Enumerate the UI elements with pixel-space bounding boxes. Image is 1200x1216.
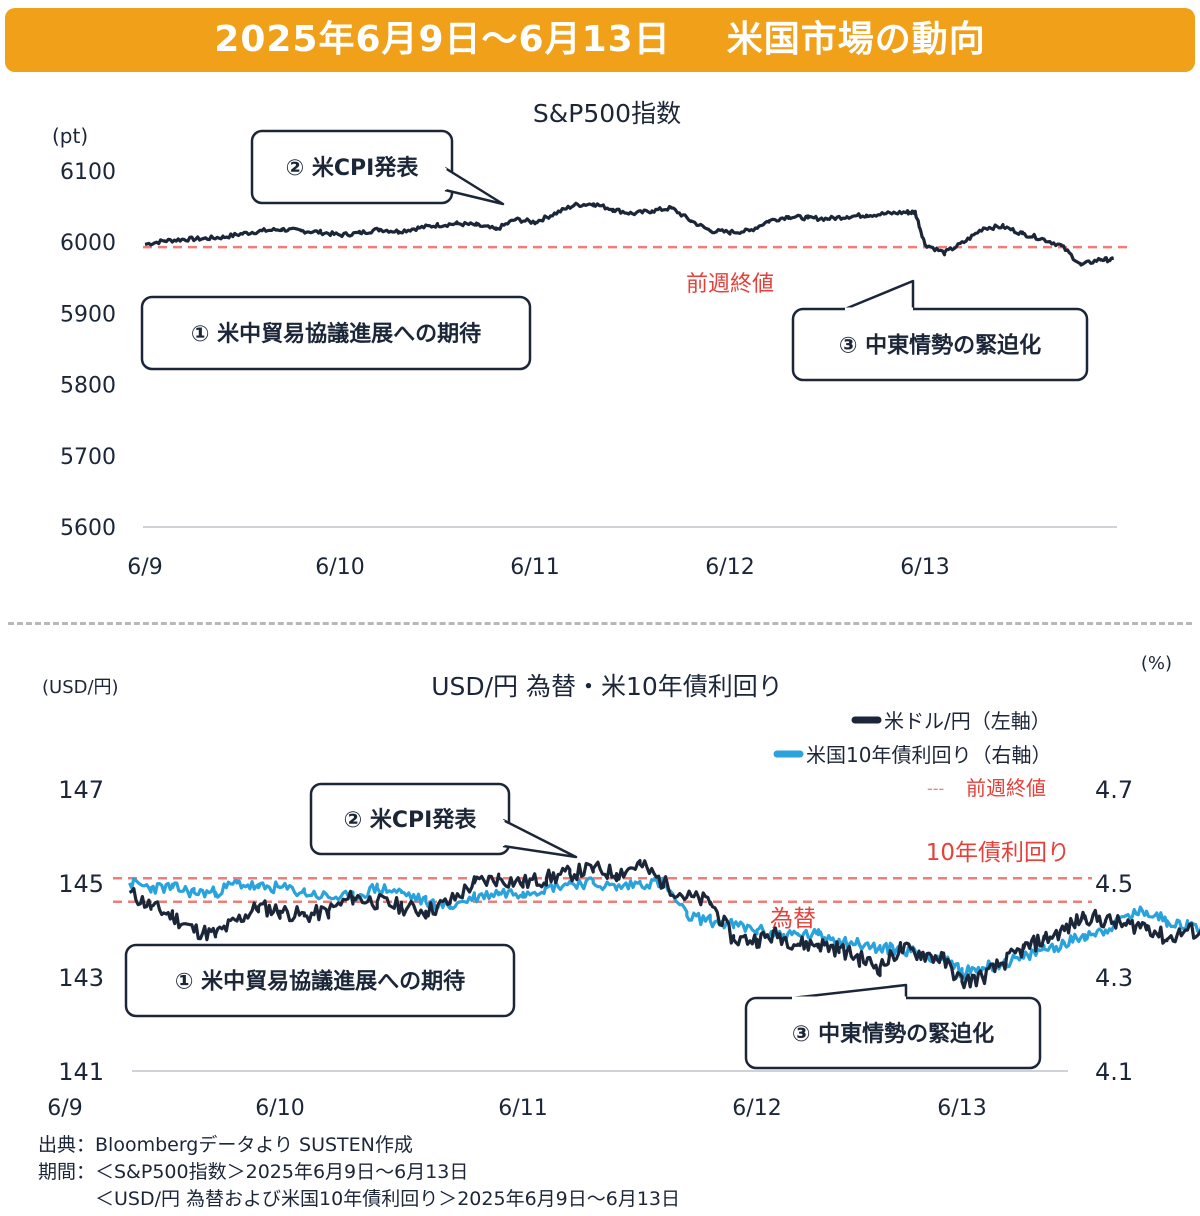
callout-middle-east-pointer [844,279,915,311]
callout-middle-east: ③ 中東情勢の緊迫化 [791,279,1089,382]
callout-cpi-label: ② 米CPI発表 [286,156,420,181]
callout-trade-expectation-label: ① 米中貿易協議進展への期待 [175,968,465,994]
y-tick-label: 5600 [60,516,116,541]
x-tick-label: 6/12 [732,1096,781,1121]
legend-ref-label: 前週終値 [966,776,1046,800]
x-tick-label: 6/10 [255,1096,304,1121]
callout-trade-expectation-label: ① 米中貿易協議進展への期待 [191,321,481,347]
callout-middle-east-label: ③ 中東情勢の緊迫化 [792,1021,994,1047]
source-line: 出典：Bloombergデータより SUSTEN作成 [38,1134,413,1156]
banner-date-range: 2025年6月9日～6月13日 [214,19,671,60]
reference-line-label: 前週終値 [686,272,774,297]
callout-trade-expectation: ① 米中貿易協議進展への期待 [140,295,532,371]
section-divider [8,622,1192,625]
x-tick-label: 6/12 [705,555,754,580]
x-tick-label: 6/11 [498,1096,547,1121]
x-tick-label: 6/13 [900,555,949,580]
callout-cpi-pointer [502,818,578,859]
y-tick-label: 5700 [60,445,116,470]
callout-trade-expectation-box [124,943,516,1018]
title-banner: 2025年6月9日～6月13日 米国市場の動向 [5,8,1195,72]
y-tick-label: 5800 [60,374,116,399]
x-tick-label: 6/9 [127,555,162,580]
usdjpy-series-line [128,858,1200,990]
callout-cpi: ② 米CPI発表 [250,129,505,206]
x-tick-label: 6/9 [47,1096,82,1121]
y-tick-label: 6000 [60,231,116,256]
period-line-fx: ＜USD/円 為替および米国10年債利回り＞2025年6月9日～6月13日 [38,1188,681,1210]
y-axis-unit-right: (%) [1141,653,1172,674]
legend-ref-swatch: --- [927,779,944,798]
y-axis-unit: (pt) [52,124,88,148]
reference-label-fx: 為替 [770,906,816,932]
chart-title: USD/円 為替・米10年債利回り [431,672,783,701]
callout-middle-east-pointer [791,983,908,1000]
sp500-series-line [144,201,1114,267]
banner-title: 米国市場の動向 [726,19,986,60]
y-right-tick-label: 4.5 [1095,870,1133,898]
y-axis-unit-left: (USD/円) [42,677,119,698]
period-line-sp500: 期間：＜S&P500指数＞2025年6月9日～6月13日 [38,1161,469,1183]
callout-trade-expectation: ① 米中貿易協議進展への期待 [124,943,516,1018]
y-left-tick-label: 143 [58,964,104,992]
legend-yield-label: 米国10年債利回り（右軸） [806,743,1051,767]
x-tick-label: 6/13 [937,1096,986,1121]
callout-middle-east-box [791,307,1089,382]
callout-middle-east: ③ 中東情勢の緊迫化 [744,983,1042,1070]
y-tick-label: 6100 [60,160,116,185]
callout-cpi: ② 米CPI発表 [309,782,578,859]
y-right-tick-label: 4.1 [1095,1058,1133,1086]
yield-series-line [128,876,1200,980]
legend-usd-label: 米ドル/円（左軸） [884,709,1051,733]
callout-cpi-box [309,782,511,856]
callout-cpi-label: ② 米CPI発表 [344,808,478,833]
callout-cpi-pointer [444,166,505,206]
chart-title: S&P500指数 [533,99,681,128]
y-left-tick-label: 141 [58,1058,104,1086]
callout-trade-expectation-box [140,295,532,371]
y-tick-label: 5900 [60,302,116,327]
sp500-chart: S&P500指数 (pt) 6100 6000 5900 5800 5700 5600 6/9 6… [52,99,1132,580]
y-left-tick-label: 147 [58,776,104,804]
y-right-tick-label: 4.3 [1095,964,1133,992]
y-right-tick-label: 4.7 [1095,776,1133,804]
x-tick-label: 6/10 [315,555,364,580]
reference-label-yield: 10年債利回り [926,840,1070,866]
y-left-tick-label: 145 [58,870,104,898]
callout-cpi-box [250,129,454,205]
x-tick-label: 6/11 [510,555,559,580]
source-note: 出典：Bloombergデータより SUSTEN作成 期間：＜S&P500指数＞… [38,1132,680,1213]
callout-middle-east-label: ③ 中東情勢の緊迫化 [839,332,1041,358]
